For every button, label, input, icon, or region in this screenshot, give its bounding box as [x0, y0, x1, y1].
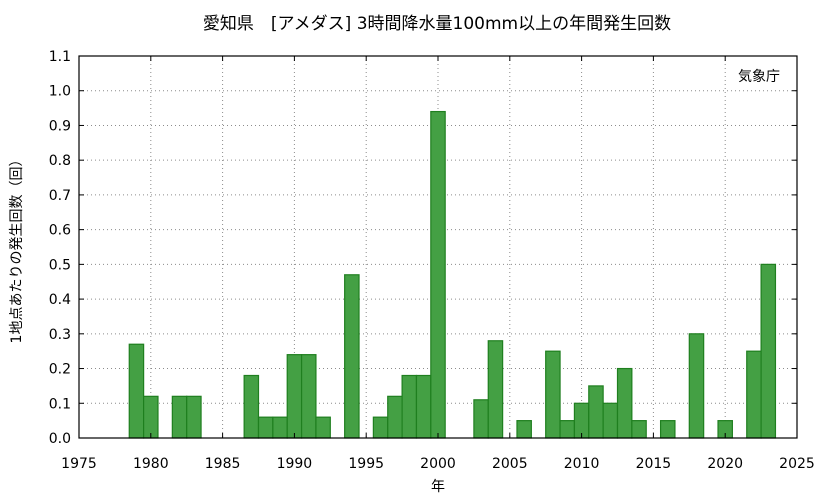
source-annotation: 気象庁	[738, 69, 780, 85]
x-tick-label: 2010	[564, 456, 600, 472]
bar-2018	[688, 333, 705, 439]
y-tick-label: 0.1	[49, 396, 71, 412]
y-tick-label: 1.0	[49, 84, 71, 100]
bar-1988	[257, 416, 274, 439]
x-tick-label: 2025	[779, 456, 815, 472]
y-tick-labels: 0.0 0.1 0.2 0.3 0.4 0.5 0.6 0.7 0.8 0.9 1.0 1.1	[49, 49, 71, 447]
y-tick-label: 0.8	[49, 153, 71, 169]
bar-1998	[401, 374, 418, 439]
x-tick-label: 1990	[277, 456, 313, 472]
bar-1997	[387, 395, 403, 439]
x-tick-label: 2005	[492, 456, 528, 472]
bar-1980	[143, 395, 159, 439]
axis-ticks	[78, 55, 798, 439]
bar-1982	[171, 395, 188, 439]
bar-1991	[300, 354, 317, 439]
x-tick-label: 2000	[420, 456, 456, 472]
bar-1979	[128, 343, 145, 439]
y-tick-label: 0.6	[49, 223, 71, 239]
bar-2023	[760, 263, 777, 439]
x-tick-label: 1985	[205, 456, 241, 472]
bar-2014	[631, 420, 647, 439]
x-tick-label: 2015	[636, 456, 672, 472]
x-tick-label: 2020	[707, 456, 743, 472]
x-tick-labels: 1975 1980 1985 1990 1995 2000 2005 2010 2015 2020…	[61, 456, 815, 472]
x-tick-label: 1980	[133, 456, 169, 472]
y-tick-label: 0.3	[49, 327, 71, 343]
bar-1999	[415, 374, 432, 439]
y-tick-label: 0.7	[49, 188, 71, 204]
bar-1983	[186, 395, 202, 439]
bar-2010	[573, 402, 590, 439]
bar-1996	[372, 416, 389, 439]
y-tick-label: 0.0	[49, 431, 71, 447]
bar-2022	[746, 350, 762, 439]
bar-1989	[272, 416, 288, 439]
bar-1990	[286, 354, 303, 439]
x-tick-label: 1995	[348, 456, 384, 472]
x-tick-label: 1975	[61, 456, 97, 472]
bar-2011	[588, 385, 604, 439]
bars	[128, 110, 777, 439]
bar-2006	[516, 420, 532, 439]
x-axis-label: 年	[431, 479, 445, 495]
bar-1992	[315, 416, 331, 439]
y-tick-label: 1.1	[49, 49, 71, 65]
y-tick-label: 0.4	[49, 292, 71, 308]
bar-2009	[559, 420, 576, 439]
bar-1987	[243, 374, 260, 439]
bar-1994	[344, 274, 360, 439]
bar-2004	[487, 340, 504, 439]
bar-2008	[545, 350, 561, 439]
y-tick-label: 0.5	[49, 257, 71, 273]
y-tick-label: 0.9	[49, 118, 71, 134]
bar-2013	[616, 367, 633, 439]
bar-2003	[473, 399, 489, 439]
bar-2000	[430, 110, 446, 439]
bar-2016	[659, 420, 676, 439]
y-axis-label: 1地点あたりの発生回数（回）	[9, 153, 25, 344]
y-tick-label: 0.2	[49, 362, 71, 378]
bar-2012	[602, 402, 619, 439]
chart-title: 愛知県 [アメダス] 3時間降水量100mm以上の年間発生回数	[203, 14, 671, 34]
